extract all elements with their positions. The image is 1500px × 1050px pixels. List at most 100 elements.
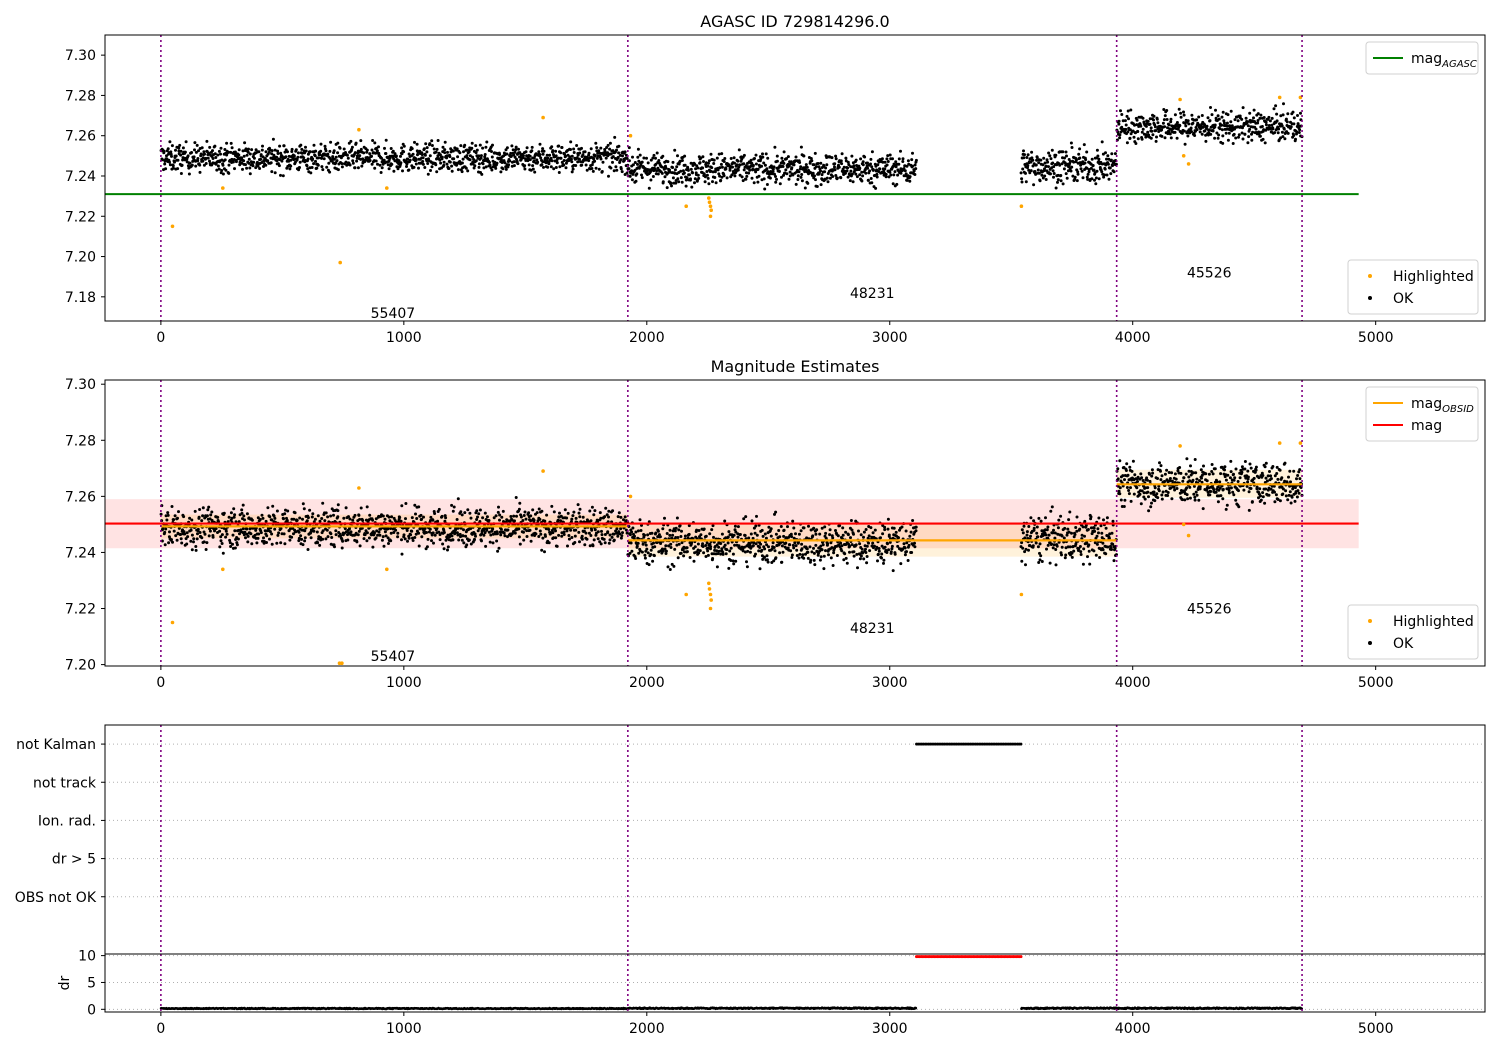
ok-point bbox=[1127, 489, 1131, 492]
ok-point bbox=[468, 158, 472, 162]
ok-point bbox=[390, 515, 394, 519]
ok-point bbox=[410, 529, 414, 533]
ok-point bbox=[260, 513, 264, 517]
ok-point bbox=[1119, 498, 1123, 502]
ok-point bbox=[1031, 164, 1035, 168]
ok-point bbox=[548, 153, 552, 157]
ok-point bbox=[899, 149, 902, 153]
ok-point bbox=[1224, 131, 1228, 135]
ok-point bbox=[1215, 131, 1219, 135]
ok-point bbox=[1061, 150, 1065, 154]
ok-point bbox=[1129, 499, 1133, 503]
ok-point bbox=[508, 520, 512, 524]
ok-point bbox=[353, 151, 357, 155]
ok-point bbox=[318, 153, 322, 157]
ok-point bbox=[276, 533, 280, 537]
ok-point bbox=[524, 150, 528, 154]
ok-point bbox=[259, 531, 263, 535]
ok-point bbox=[459, 535, 462, 539]
highlighted-point bbox=[170, 224, 175, 229]
ok-point bbox=[812, 551, 816, 555]
ok-point bbox=[470, 146, 474, 150]
ok-point bbox=[242, 533, 246, 537]
ok-point bbox=[203, 152, 206, 156]
ok-point bbox=[831, 175, 835, 178]
ok-point bbox=[777, 529, 781, 532]
ok-point bbox=[173, 160, 176, 164]
highlighted-point bbox=[541, 115, 545, 120]
ok-point bbox=[1221, 141, 1225, 145]
ok-point bbox=[840, 162, 844, 166]
ok-point bbox=[1094, 182, 1098, 186]
ok-point bbox=[649, 158, 653, 162]
ok-point bbox=[1044, 178, 1048, 181]
ok-point bbox=[517, 527, 521, 531]
ok-point bbox=[1149, 136, 1153, 140]
ok-point bbox=[571, 167, 575, 171]
ok-point bbox=[450, 169, 454, 173]
ok-point bbox=[1141, 127, 1145, 131]
ok-point bbox=[590, 528, 594, 532]
ok-point bbox=[467, 150, 471, 154]
ok-point bbox=[174, 534, 178, 538]
ok-point bbox=[1027, 525, 1031, 528]
ok-point bbox=[1039, 554, 1043, 558]
ok-point bbox=[565, 516, 569, 520]
ok-point bbox=[421, 162, 425, 166]
ok-point bbox=[258, 518, 262, 521]
ok-point bbox=[470, 141, 474, 145]
ok-point bbox=[532, 159, 536, 163]
ok-point bbox=[475, 148, 479, 152]
ok-point bbox=[628, 533, 632, 537]
ok-point bbox=[569, 157, 573, 161]
ok-point bbox=[344, 160, 348, 164]
ok-point bbox=[796, 178, 800, 181]
ok-point bbox=[810, 550, 814, 554]
ok-point bbox=[484, 145, 488, 149]
ok-point bbox=[170, 144, 174, 148]
ok-point bbox=[740, 175, 744, 179]
ok-point bbox=[841, 526, 845, 530]
ok-point bbox=[1135, 118, 1139, 122]
ok-point bbox=[319, 149, 323, 153]
ok-point bbox=[671, 176, 675, 180]
ok-point bbox=[521, 154, 525, 158]
ok-point bbox=[514, 145, 518, 149]
ok-point bbox=[799, 165, 803, 169]
ok-point bbox=[1163, 114, 1167, 118]
ok-point bbox=[250, 542, 254, 546]
ok-point bbox=[1102, 518, 1105, 522]
ok-point bbox=[1264, 123, 1268, 127]
ok-point bbox=[471, 155, 474, 159]
ok-point bbox=[417, 166, 420, 170]
ok-point bbox=[560, 534, 564, 538]
ok-point bbox=[1277, 127, 1281, 131]
ok-point bbox=[176, 167, 180, 171]
ok-point bbox=[483, 157, 487, 161]
ok-point bbox=[477, 165, 481, 169]
ok-point bbox=[885, 551, 889, 554]
ok-point bbox=[823, 170, 827, 174]
ok-point bbox=[243, 518, 246, 522]
ok-point bbox=[814, 165, 818, 169]
ok-point bbox=[612, 169, 616, 173]
ok-point bbox=[702, 527, 706, 531]
ok-point bbox=[1179, 111, 1183, 115]
ok-point bbox=[384, 138, 388, 142]
ok-point bbox=[208, 145, 212, 149]
ok-point bbox=[1236, 119, 1240, 123]
ok-point bbox=[351, 159, 355, 163]
ok-point bbox=[1034, 172, 1038, 176]
ok-point bbox=[1161, 121, 1165, 125]
ok-point bbox=[240, 156, 244, 160]
ok-point bbox=[1126, 109, 1130, 113]
ok-point bbox=[387, 542, 390, 545]
ok-point bbox=[599, 157, 603, 161]
ok-point bbox=[1043, 161, 1047, 165]
y-tick-label: 7.28 bbox=[65, 433, 96, 449]
ok-point bbox=[757, 174, 761, 178]
ok-point bbox=[375, 529, 379, 533]
ok-point bbox=[676, 536, 680, 539]
ok-point bbox=[891, 157, 894, 161]
ok-point bbox=[231, 160, 235, 164]
